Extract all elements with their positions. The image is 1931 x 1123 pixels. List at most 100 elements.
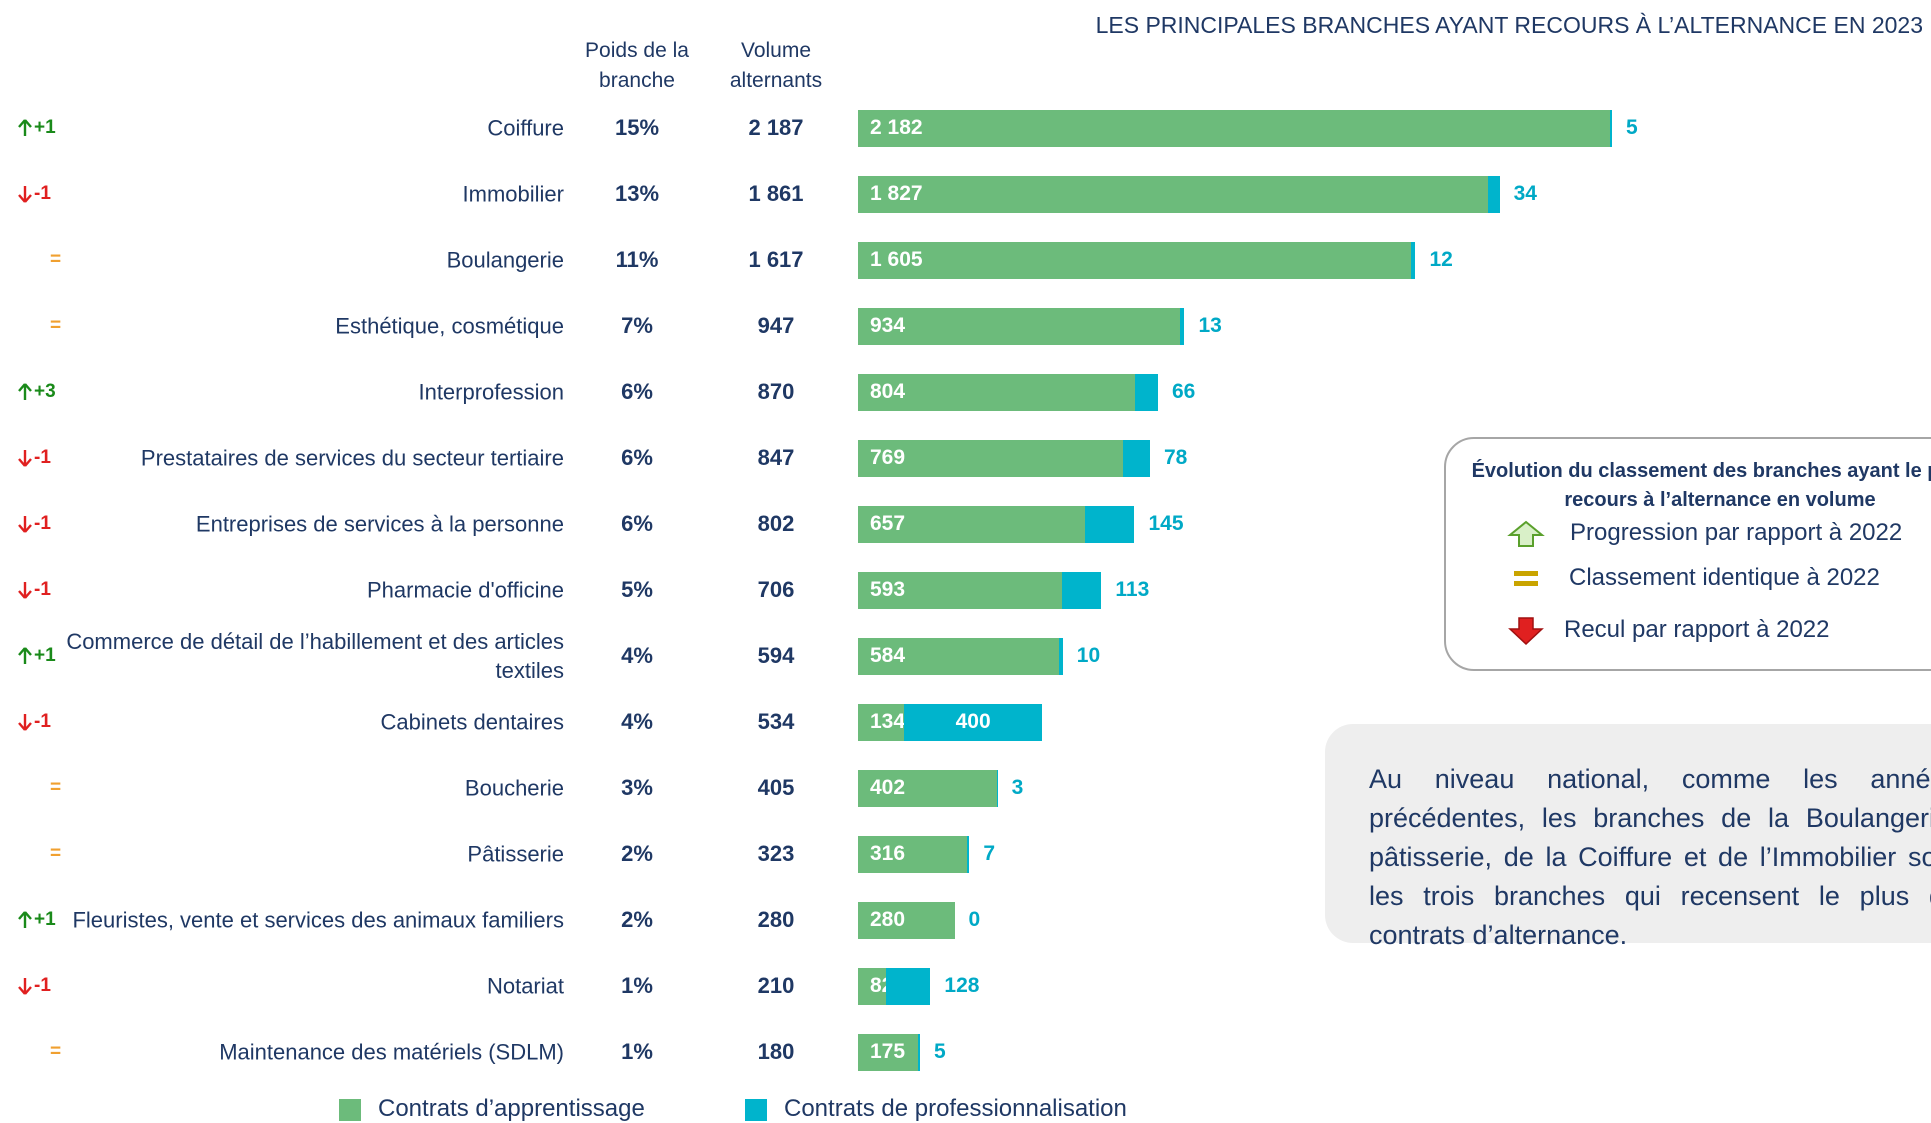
equal-icon (1514, 571, 1538, 586)
weight-cell: 4% (621, 709, 653, 734)
bar-segment (858, 175, 1488, 213)
rank-change: = (50, 777, 61, 799)
legend-swatch (745, 1099, 767, 1121)
category-label: Notariat (486, 973, 564, 999)
volume-cell: 1 861 (748, 181, 804, 206)
volume-cell: 280 (757, 907, 795, 932)
rank-change-text: +1 (34, 909, 56, 930)
bar-segment (858, 703, 905, 741)
legend-swatch (339, 1099, 361, 1121)
chart-title: LES PRINCIPALES BRANCHES AYANT RECOURS À… (1095, 12, 1923, 38)
bar-segment (1411, 241, 1416, 279)
category-label: Boulangerie (446, 247, 564, 273)
data-label: 769 (870, 446, 906, 469)
weight-cell: 3% (621, 775, 653, 800)
category-label: Prestataires de services du secteur tert… (140, 445, 564, 471)
bar-segment (886, 967, 931, 1005)
data-label: 78 (1164, 446, 1188, 469)
data-label: 175 (870, 1040, 906, 1063)
volume-cell: 802 (757, 511, 795, 536)
bar-segment (858, 967, 887, 1005)
bar-segment (1062, 571, 1102, 609)
rank-change-text: +1 (34, 645, 56, 666)
volume-cell: 947 (757, 313, 795, 338)
rank-arrow (18, 582, 32, 599)
data-label: 134 (870, 710, 906, 733)
data-label: 5 (934, 1040, 946, 1063)
category-label: Boucherie (464, 775, 564, 801)
data-label: 657 (870, 512, 906, 535)
bar-segment (858, 769, 997, 807)
rank-change-text: +3 (34, 381, 56, 402)
category-label: Entreprises de services à la personne (195, 511, 564, 537)
legend-label: Contrats de professionnalisation (784, 1095, 1127, 1122)
rank-arrow (18, 647, 32, 664)
data-label: 934 (870, 314, 906, 337)
up-icon (1507, 520, 1545, 547)
bar-segment (858, 901, 955, 939)
volume-cell: 405 (757, 775, 795, 800)
rank-change-text: = (50, 315, 62, 336)
bar-segment (858, 241, 1412, 279)
category-label: Fleuristes, vente et services des animau… (72, 907, 564, 933)
rank-legend-item: Classement identique à 2022 (1569, 564, 1880, 591)
weight-cell: 2% (621, 841, 653, 866)
category-label: Maintenance des matériels (SDLM) (219, 1039, 564, 1065)
weight-cell: 1% (621, 973, 653, 998)
rank-change: -1 (18, 975, 51, 997)
weight-cell: 6% (621, 445, 653, 470)
rank-arrow (18, 911, 32, 928)
bar-segment (1084, 505, 1135, 543)
data-label: 128 (944, 974, 980, 997)
rank-arrow (18, 978, 32, 995)
category-label: Pharmacie d'officine (366, 577, 564, 603)
rank-change-text: -1 (34, 975, 51, 996)
data-label: 66 (1171, 380, 1196, 403)
legend-label: Contrats d’apprentissage (378, 1095, 645, 1122)
rank-change-text: -1 (34, 447, 51, 468)
rank-change-text: -1 (34, 513, 51, 534)
rank-change: +1 (18, 909, 56, 931)
rank-change: = (50, 1041, 61, 1063)
data-label: 0 (968, 908, 981, 931)
data-label: 10 (1076, 644, 1101, 667)
data-label: 34 (1513, 182, 1537, 205)
category-label: Pâtisserie (467, 841, 564, 867)
rank-change-text: = (50, 843, 62, 864)
weight-cell: 6% (621, 379, 653, 404)
bar-segment (918, 1033, 921, 1071)
data-label: 1 605 (870, 248, 923, 271)
bar-segment (1487, 175, 1500, 213)
weight-cell: 7% (621, 313, 653, 338)
bar-segment (858, 571, 1063, 609)
rank-change: +1 (18, 645, 56, 667)
bar-segment (858, 505, 1085, 543)
bar-segment (858, 1033, 919, 1071)
rank-arrow (18, 450, 32, 467)
volume-cell: 323 (757, 841, 795, 866)
rank-arrow (18, 714, 32, 731)
rank-legend-title: Évolution du classement des branches aya… (1471, 460, 1931, 511)
bar-segment (858, 439, 1124, 477)
bar-segment (858, 109, 1611, 147)
rank-change-text: = (50, 249, 62, 270)
bar-segment (858, 835, 967, 873)
bar-segment (1059, 637, 1063, 675)
bar-segment (1123, 439, 1150, 477)
rank-change: -1 (18, 711, 51, 733)
down-icon (1508, 617, 1544, 646)
category-label: Commerce de détail de l’habillement et d… (66, 629, 564, 683)
rank-arrow (18, 383, 32, 400)
bar-segment (1135, 373, 1158, 411)
data-label: 3 (1011, 776, 1024, 799)
note-text: Au niveau national, comme les années pré… (1369, 764, 1931, 950)
bar-segment (858, 307, 1180, 345)
category-label: Cabinets dentaires (380, 709, 564, 735)
column-header: Poids de la branche (585, 39, 689, 92)
rank-arrow (18, 119, 32, 136)
data-label: 316 (870, 842, 906, 865)
volume-cell: 210 (757, 973, 795, 998)
rank-change-text: +1 (34, 117, 56, 138)
rank-legend-item: Recul par rapport à 2022 (1564, 616, 1830, 643)
